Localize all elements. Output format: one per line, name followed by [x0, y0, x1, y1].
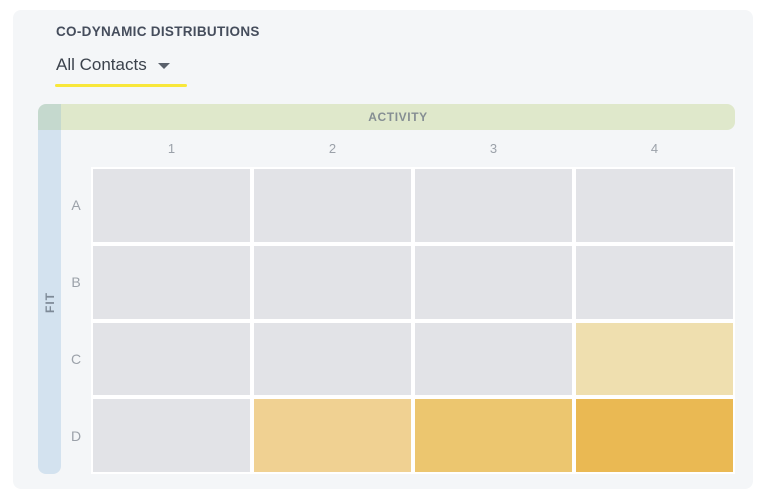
matrix-cell-A4[interactable]	[574, 167, 735, 244]
row-label-D: D	[70, 427, 82, 444]
matrix-cell-D2[interactable]	[252, 397, 413, 474]
matrix-cell-A3[interactable]	[413, 167, 574, 244]
fit-axis-label: FIT	[42, 291, 57, 313]
matrix-cell-B2[interactable]	[252, 243, 413, 321]
row-label-C: C	[70, 350, 82, 367]
matrix-cell-D1[interactable]	[91, 397, 252, 474]
matrix-cell-B1[interactable]	[91, 243, 252, 321]
activity-axis-band: ACTIVITY	[61, 104, 735, 130]
column-header-4: 4	[650, 141, 659, 156]
row-label-A: A	[71, 197, 81, 214]
column-header-1: 1	[167, 141, 176, 156]
matrix-cell-C1[interactable]	[91, 320, 252, 398]
filter-underline	[55, 84, 187, 87]
matrix-cell-C3[interactable]	[413, 320, 574, 398]
contacts-filter-dropdown[interactable]: All Contacts	[56, 55, 170, 75]
matrix-cell-B3[interactable]	[413, 243, 574, 321]
fit-activity-matrix: ACTIVITY FIT 1 2 3 4 A B C D	[38, 104, 735, 474]
matrix-cell-A2[interactable]	[252, 167, 413, 244]
matrix-cell-C4[interactable]	[574, 320, 735, 398]
fit-axis-band: FIT	[38, 130, 61, 474]
contacts-filter-value: All Contacts	[56, 55, 147, 74]
chevron-down-icon	[157, 63, 170, 69]
card-title: CO-DYNAMIC DISTRIBUTIONS	[56, 24, 260, 39]
column-header-3: 3	[489, 141, 498, 156]
row-label-B: B	[71, 274, 81, 291]
matrix-cell-C2[interactable]	[252, 320, 413, 398]
matrix-cell-D3[interactable]	[413, 397, 574, 474]
matrix-cell-B4[interactable]	[574, 243, 735, 321]
activity-axis-label: ACTIVITY	[368, 110, 428, 124]
matrix-cell-D4[interactable]	[574, 397, 735, 474]
matrix-cell-A1[interactable]	[91, 167, 252, 244]
co-dynamic-distributions-card: CO-DYNAMIC DISTRIBUTIONS All Contacts AC…	[13, 10, 753, 489]
column-header-2: 2	[328, 141, 337, 156]
matrix-corner	[38, 104, 61, 130]
